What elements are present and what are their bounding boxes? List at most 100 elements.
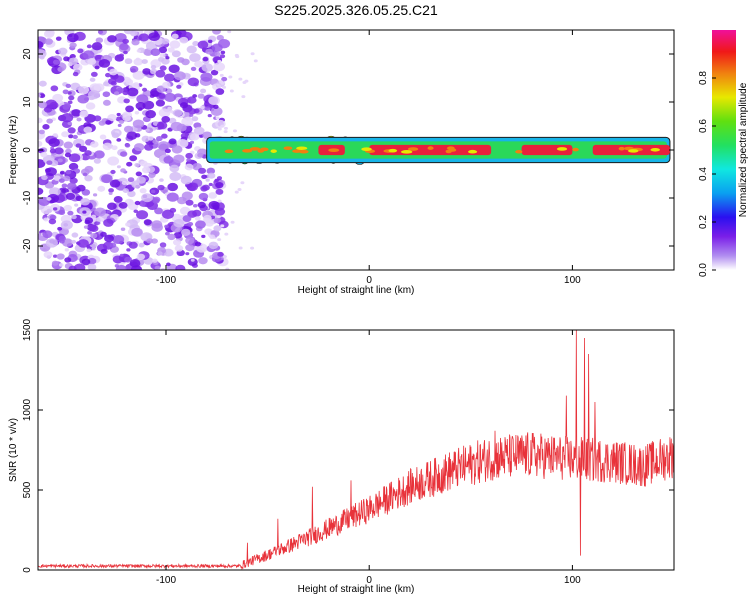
noise-blob	[55, 36, 62, 41]
noise-blob	[90, 141, 99, 148]
noise-blob	[122, 114, 131, 122]
noise-blob	[167, 233, 176, 241]
noise-blob	[158, 108, 171, 118]
noise-blob	[102, 99, 111, 106]
noise-blob	[100, 248, 108, 255]
noise-blob	[150, 65, 157, 70]
noise-blob	[122, 188, 129, 194]
band-bead	[427, 146, 434, 150]
noise-blob	[126, 161, 133, 167]
noise-blob	[123, 125, 134, 133]
noise-blob	[38, 80, 47, 87]
noise-blob	[62, 89, 69, 95]
noise-blob	[227, 30, 232, 34]
noise-blob	[43, 251, 53, 259]
noise-blob	[86, 44, 92, 49]
noise-blob	[102, 91, 111, 98]
x-tick-label: 100	[564, 275, 581, 286]
noise-blob	[94, 207, 106, 217]
noise-blob	[63, 175, 71, 182]
noise-blob	[131, 39, 140, 46]
noise-blob	[124, 58, 133, 65]
noise-blob	[93, 158, 102, 164]
snr-y-label: SNR (10 * v/v)	[8, 418, 19, 482]
noise-blob	[145, 110, 157, 119]
noise-blob	[195, 220, 206, 229]
noise-blob	[126, 248, 131, 252]
spectrogram-x-label: Height of straight line (km)	[298, 285, 415, 296]
y-tick-label: 0	[22, 567, 33, 573]
noise-blob	[141, 193, 153, 203]
noise-blob	[67, 121, 73, 126]
noise-blob	[122, 90, 129, 96]
noise-blob	[220, 124, 225, 128]
noise-blob	[66, 182, 77, 190]
noise-blob	[61, 238, 73, 247]
noise-blob	[238, 246, 243, 250]
snr-y-ticks: 0 500 1000 1500	[22, 318, 674, 573]
noise-blob	[159, 53, 166, 58]
noise-blob	[154, 265, 161, 270]
noise-blob	[160, 243, 167, 248]
noise-blob	[71, 109, 81, 117]
noise-blob	[93, 115, 102, 122]
y-tick-label: 0	[22, 147, 33, 153]
colorbar-ticks: 0.0 0.2 0.4 0.6 0.8	[698, 71, 716, 277]
noise-blob	[213, 225, 222, 232]
noise-blob	[109, 179, 121, 188]
noise-blob	[216, 215, 221, 219]
noise-blob	[58, 235, 66, 242]
noise-blob	[228, 75, 233, 79]
noise-blob	[129, 65, 139, 73]
noise-blob	[134, 110, 140, 115]
noise-blob	[125, 105, 134, 113]
noise-blob	[241, 95, 246, 99]
noise-blob	[194, 60, 203, 68]
noise-blob	[41, 175, 48, 181]
band-bead	[400, 150, 413, 154]
noise-blob	[213, 217, 221, 224]
noise-blob	[143, 219, 152, 226]
noise-blob	[129, 155, 138, 162]
noise-blob	[82, 210, 87, 214]
noise-blob	[74, 263, 86, 270]
noise-blob	[107, 156, 120, 166]
noise-blob	[50, 85, 59, 92]
noise-blob	[86, 248, 92, 253]
noise-blob	[110, 169, 116, 174]
noise-blob	[187, 222, 194, 227]
noise-blob	[52, 207, 58, 211]
noise-blob	[207, 113, 212, 118]
noise-blob	[71, 214, 77, 220]
spectrogram-y-ticks: -20 -10 0 10 20	[22, 48, 674, 253]
noise-blob	[171, 145, 183, 154]
noise-blob	[116, 138, 122, 142]
noise-blob	[96, 221, 101, 225]
noise-blob	[169, 40, 181, 49]
noise-blob	[146, 238, 154, 244]
noise-blob	[119, 43, 129, 51]
noise-blob	[232, 129, 237, 133]
noise-blob	[68, 153, 81, 163]
noise-blob	[163, 156, 174, 164]
noise-blob	[158, 56, 165, 62]
noise-blob	[192, 94, 198, 98]
spectrogram-x-ticks: -100 0 100	[156, 30, 581, 286]
noise-blob	[44, 38, 53, 45]
noise-blob	[141, 87, 148, 92]
noise-blob	[168, 64, 180, 74]
noise-blob	[100, 231, 107, 237]
noise-blob	[159, 178, 164, 182]
noise-blob	[176, 138, 189, 148]
band-bead	[298, 149, 309, 154]
noise-blob	[84, 174, 93, 182]
noise-blob	[189, 113, 194, 117]
noise-blob	[65, 83, 71, 88]
noise-blob	[186, 73, 191, 78]
noise-blob	[190, 66, 197, 72]
noise-blob	[120, 227, 126, 232]
noise-blob	[38, 117, 43, 124]
noise-blob	[64, 152, 72, 158]
noise-blob	[57, 226, 63, 231]
noise-blob	[49, 214, 57, 220]
